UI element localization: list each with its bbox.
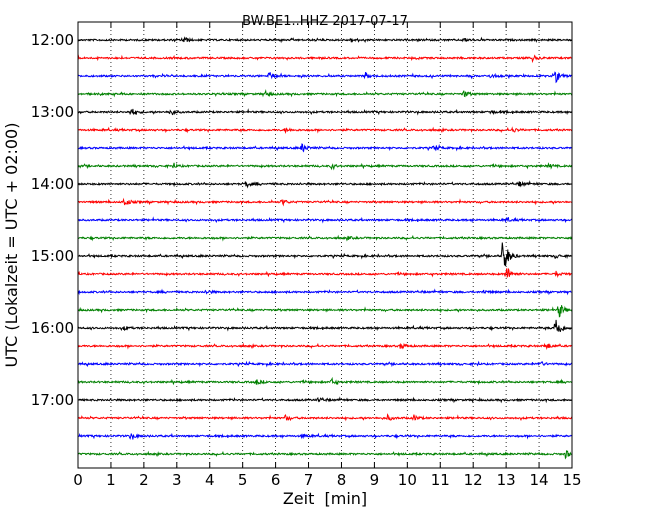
x-tick-label: 2 [139, 471, 149, 489]
trace-1345 [77, 162, 573, 171]
x-tick-label: 12 [464, 471, 483, 489]
x-tick-label: 13 [497, 471, 516, 489]
trace-1715 [77, 413, 573, 422]
trace-group [77, 36, 573, 460]
y-tick-label: 14:00 [31, 175, 74, 193]
x-tick-label: 8 [337, 471, 347, 489]
x-tick-label: 6 [271, 471, 281, 489]
x-tick-label: 15 [562, 471, 581, 489]
y-tick-label: 17:00 [31, 391, 74, 409]
trace-1215 [77, 54, 573, 64]
plot-frame [77, 21, 573, 469]
x-tick-label: 0 [73, 471, 83, 489]
trace-1400 [77, 180, 573, 189]
trace-1730 [77, 432, 573, 440]
y-tick-label: 15:00 [31, 247, 74, 265]
y-tick-label: 13:00 [31, 103, 74, 121]
trace-1415 [77, 197, 573, 207]
trace-1445 [77, 234, 573, 242]
x-tick-label: 4 [205, 471, 215, 489]
trace-1245 [77, 89, 573, 98]
trace-1315 [77, 126, 573, 134]
trace-1630 [77, 360, 573, 368]
y-axis-label: UTC (Lokalzeit = UTC + 02:00) [2, 123, 21, 368]
x-tick-label: 9 [370, 471, 380, 489]
trace-1300 [77, 108, 573, 116]
trace-1230 [77, 71, 573, 84]
x-tick-label: 1 [106, 471, 116, 489]
trace-1515 [77, 267, 573, 279]
trace-1430 [77, 216, 573, 224]
y-axis-ticks: 12:00 13:00 14:00 15:00 16:00 17:00 [31, 31, 572, 409]
x-tick-label: 11 [431, 471, 450, 489]
x-tick-label: 5 [238, 471, 248, 489]
x-axis-label: Zeit [min] [283, 489, 367, 508]
trace-1200 [77, 36, 573, 44]
trace-1330 [77, 143, 573, 153]
trace-1700 [77, 396, 573, 404]
trace-1645 [77, 376, 573, 386]
x-axis-ticks: 0 1 2 3 4 5 6 7 8 9 10 11 12 13 14 15 [73, 22, 582, 489]
trace-1530 [77, 288, 573, 296]
y-tick-label: 12:00 [31, 31, 74, 49]
trace-1745 [77, 450, 573, 460]
trace-1500 [77, 242, 573, 267]
x-tick-label: 10 [398, 471, 417, 489]
trace-1600 [77, 319, 573, 333]
x-tick-label: 3 [172, 471, 182, 489]
trace-1615 [77, 342, 573, 351]
y-tick-label: 16:00 [31, 319, 74, 337]
x-tick-label: 7 [304, 471, 314, 489]
trace-1545 [77, 305, 573, 318]
x-tick-label: 14 [530, 471, 549, 489]
